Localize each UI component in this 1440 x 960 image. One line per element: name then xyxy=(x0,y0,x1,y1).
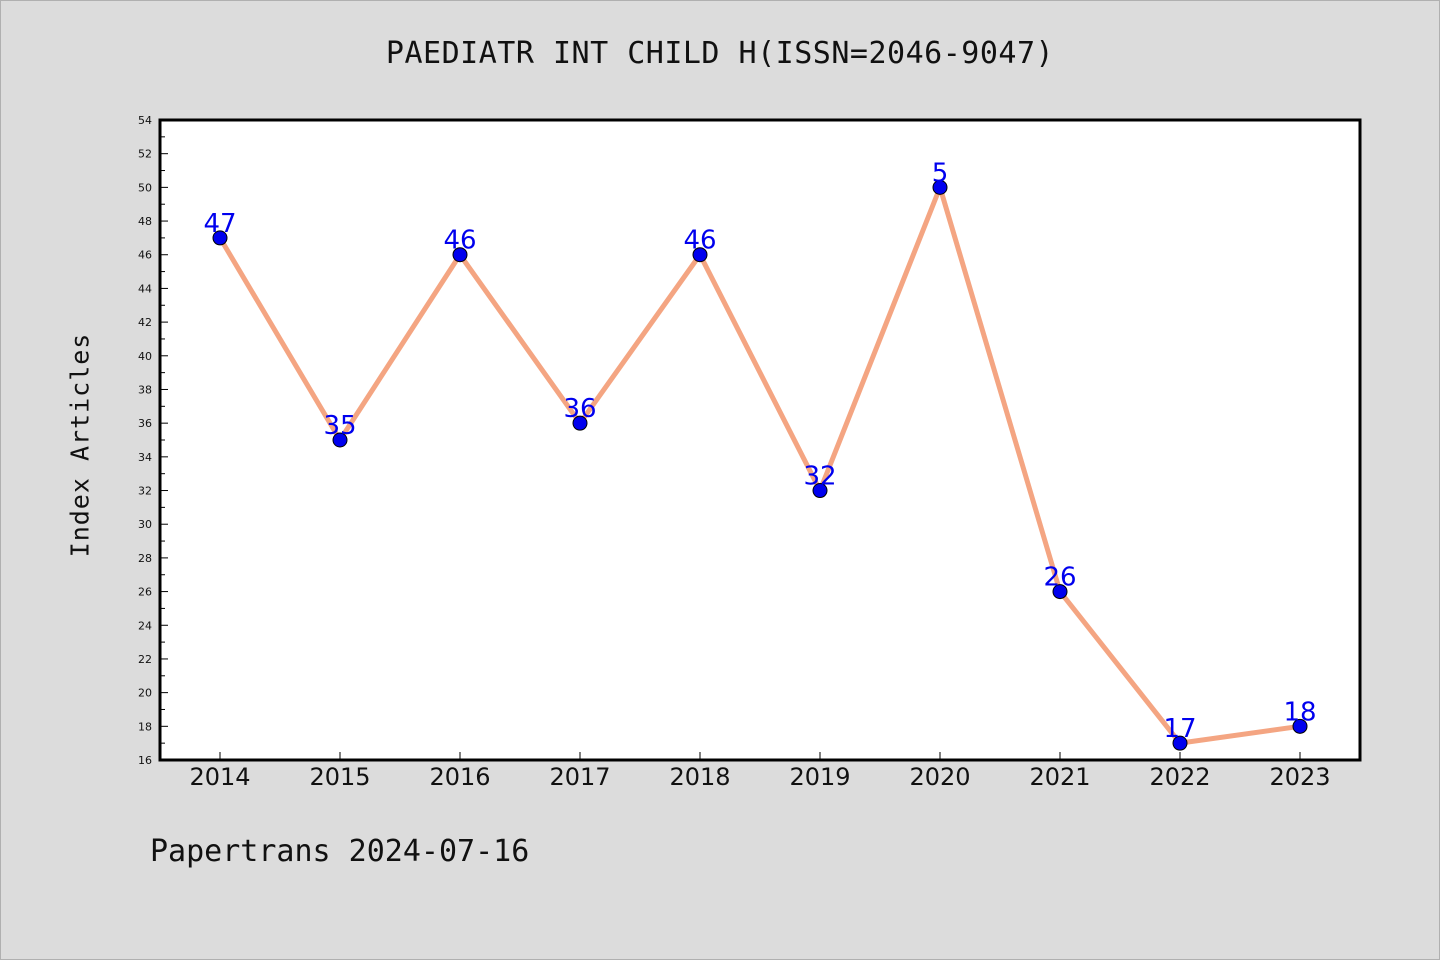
y-tick-label: 22 xyxy=(138,653,152,666)
x-tick-label: 2022 xyxy=(1149,763,1210,791)
y-tick-label: 30 xyxy=(138,518,152,531)
data-label: 36 xyxy=(563,394,596,424)
y-tick-label: 48 xyxy=(138,215,152,228)
x-tick-label: 2017 xyxy=(549,763,610,791)
y-tick-label: 50 xyxy=(138,181,152,194)
y-tick-label: 26 xyxy=(138,586,152,599)
data-point xyxy=(692,247,708,263)
x-tick-label: 2016 xyxy=(429,763,490,791)
series-line xyxy=(217,184,1301,746)
x-tick-label: 2023 xyxy=(1269,763,1330,791)
data-label: 46 xyxy=(443,226,476,256)
data-label: 17 xyxy=(1163,714,1196,744)
data-point xyxy=(332,432,348,448)
data-point xyxy=(572,415,588,431)
chart-title: PAEDIATR INT CHILD H(ISSN=2046-9047) xyxy=(385,36,1055,71)
data-label: 26 xyxy=(1043,563,1076,593)
footer-watermark: Papertrans 2024-07-16 xyxy=(150,834,530,869)
y-tick-label: 44 xyxy=(138,282,152,295)
x-tick-label: 2014 xyxy=(189,763,250,791)
y-tick-label: 42 xyxy=(138,316,152,329)
series-index-articles xyxy=(212,179,1308,751)
x-tick-label: 2015 xyxy=(309,763,370,791)
y-tick-label: 40 xyxy=(138,350,152,363)
y-tick-label: 20 xyxy=(138,687,152,700)
data-labels: 47 35 46 36 46 32 5 26 17 18 xyxy=(203,158,1316,744)
data-label: 18 xyxy=(1283,697,1316,727)
x-tick-label: 2020 xyxy=(909,763,970,791)
y-tick-label: 52 xyxy=(138,148,152,161)
y-tick-label: 34 xyxy=(138,451,152,464)
x-axis-ticks: 2014 2015 2016 2017 2018 2019 2020 2021 2022 2023 xyxy=(189,752,1331,791)
data-label: 47 xyxy=(203,209,236,239)
data-label: 35 xyxy=(323,411,356,441)
y-tick-label: 24 xyxy=(138,619,152,632)
x-tick-label: 2018 xyxy=(669,763,730,791)
y-tick-label: 36 xyxy=(138,417,152,430)
x-tick-label: 2019 xyxy=(789,763,850,791)
y-tick-label: 32 xyxy=(138,485,152,498)
y-tick-label: 46 xyxy=(138,249,152,262)
data-point xyxy=(812,483,828,499)
data-point xyxy=(212,230,228,246)
x-tick-label: 2021 xyxy=(1029,763,1090,791)
data-label: 46 xyxy=(683,226,716,256)
y-tick-label: 54 xyxy=(138,114,152,127)
data-point xyxy=(452,247,468,263)
y-tick-label: 38 xyxy=(138,383,152,396)
y-axis-ticks: 16 18 20 22 24 26 28 30 32 34 36 38 40 42 44 46 48 50 52 54 xyxy=(138,114,168,767)
y-tick-label: 28 xyxy=(138,552,152,565)
plot-area xyxy=(158,118,1362,762)
data-point xyxy=(1292,718,1308,734)
data-point xyxy=(932,179,948,195)
data-point xyxy=(1052,584,1068,600)
y-tick-label: 16 xyxy=(138,754,152,767)
data-label: 32 xyxy=(803,462,836,492)
y-tick-label: 18 xyxy=(138,720,152,733)
data-label: 5 xyxy=(932,158,949,188)
data-point xyxy=(1172,735,1188,751)
